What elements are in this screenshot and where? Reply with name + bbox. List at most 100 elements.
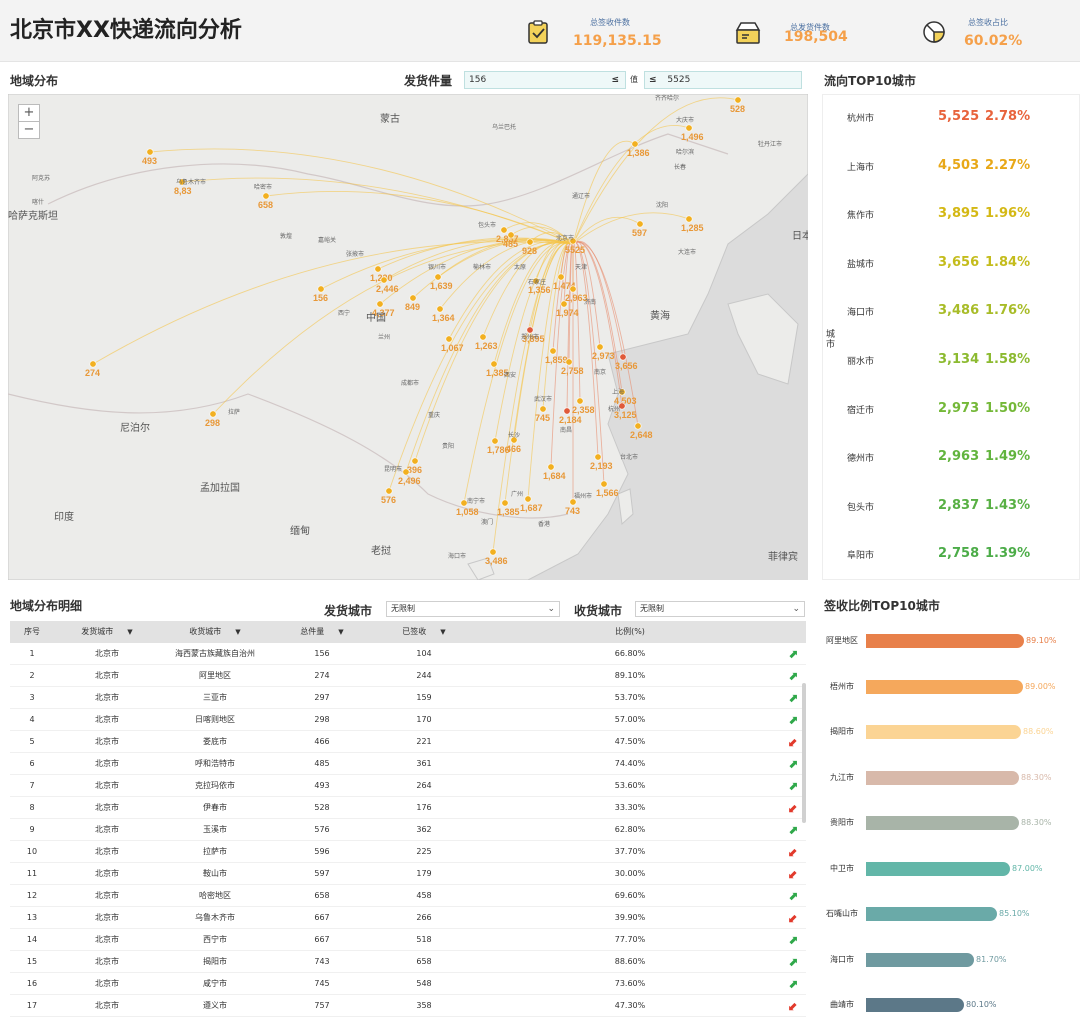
- col-total[interactable]: 总件量 ▼: [270, 621, 374, 643]
- city-label: 澳门: [481, 518, 493, 526]
- top10-row[interactable]: 杭州市 5,525 2.78%: [823, 95, 1080, 143]
- col-to-label: 收货城市: [189, 627, 222, 636]
- col-no[interactable]: 序号: [24, 627, 40, 636]
- table-row[interactable]: 1 北京市 海西蒙古族藏族自治州 156 104 66.80% ⬈: [10, 643, 806, 665]
- city-label: 南昌: [560, 426, 572, 434]
- ratio-row[interactable]: 九江市 88.30%: [822, 767, 1080, 789]
- city-label: 福州市: [574, 492, 592, 500]
- top10-row[interactable]: 上海市 4,503 2.27%: [823, 144, 1080, 192]
- cell-no: 13: [26, 913, 38, 922]
- send-city-select[interactable]: 无限制 ⌄: [386, 601, 560, 617]
- ratio-row[interactable]: 曲靖市 80.10%: [822, 994, 1080, 1016]
- top10-row[interactable]: 阜阳市 2,758 1.39%: [823, 532, 1080, 580]
- table-scrollbar[interactable]: [802, 683, 806, 823]
- top10-row[interactable]: 宿迁市 2,973 1.50%: [823, 387, 1080, 435]
- ratio-row[interactable]: 阿里地区 89.10%: [822, 630, 1080, 652]
- table-row[interactable]: 9 北京市 玉溪市 576 362 62.80% ⬈: [10, 819, 806, 841]
- table-row[interactable]: 7 北京市 克拉玛依市 493 264 53.60% ⬈: [10, 775, 806, 797]
- top10-row[interactable]: 盐城市 3,656 1.84%: [823, 241, 1080, 289]
- operator-max[interactable]: ≤: [649, 75, 657, 85]
- cell-signed: 179: [416, 869, 432, 878]
- top10-city: 德州市: [847, 454, 875, 465]
- flow-point-value: 2,648: [630, 430, 653, 440]
- table-row[interactable]: 16 北京市 咸宁市 745 548 73.60% ⬈: [10, 973, 806, 995]
- flow-point: [539, 405, 547, 413]
- top10-city: 盐城市: [847, 259, 875, 270]
- flow-line: [388, 242, 574, 492]
- ratio-row[interactable]: 中卫市 87.00%: [822, 858, 1080, 880]
- flow-point: [685, 215, 693, 223]
- cell-pct: 39.90%: [614, 913, 646, 922]
- col-signed[interactable]: 已签收 ▼: [374, 621, 474, 643]
- ratio-row[interactable]: 贵阳市 88.30%: [822, 812, 1080, 834]
- ratio-row[interactable]: 石嘴山市 85.10%: [822, 903, 1080, 925]
- sort-down-icon[interactable]: ▼: [127, 628, 133, 636]
- cell-signed: 159: [416, 693, 432, 702]
- table-row[interactable]: 5 北京市 娄底市 466 221 47.50% ⬋: [10, 731, 806, 753]
- flow-line: [572, 241, 639, 427]
- cell-no: 1: [29, 649, 35, 658]
- ratio-row[interactable]: 海口市 81.70%: [822, 949, 1080, 971]
- cell-from: 北京市: [95, 671, 119, 680]
- cell-no: 8: [29, 803, 35, 812]
- table-row[interactable]: 10 北京市 拉萨市 596 225 37.70% ⬋: [10, 841, 806, 863]
- sort-down-icon[interactable]: ▼: [440, 628, 446, 636]
- sort-down-icon[interactable]: ▼: [235, 628, 241, 636]
- cell-total: 757: [314, 1001, 330, 1010]
- city-label: 乌兰巴托: [492, 123, 516, 131]
- cell-pct: 53.60%: [614, 781, 646, 790]
- ratio-label: 85.10%: [999, 909, 1030, 918]
- min-value-input[interactable]: 156 ≤: [464, 71, 626, 89]
- max-value-input[interactable]: ≤ 5525: [644, 71, 802, 89]
- ratio-city: 石嘴山市: [826, 909, 858, 918]
- top10-row[interactable]: 德州市 2,963 1.49%: [823, 435, 1080, 483]
- col-pct[interactable]: 比例(%): [615, 627, 645, 636]
- cell-total: 597: [314, 869, 330, 878]
- zoom-in-button[interactable]: +: [18, 104, 40, 122]
- trend-up-icon: ⬈: [787, 889, 799, 903]
- flow-line: [492, 242, 574, 553]
- taiwan-island: [617, 488, 634, 526]
- col-to[interactable]: 收货城市 ▼: [160, 621, 270, 643]
- operator-min[interactable]: ≤: [611, 75, 619, 85]
- table-row[interactable]: 12 北京市 哈密地区 658 458 69.60% ⬈: [10, 885, 806, 907]
- table-row[interactable]: 8 北京市 伊春市 528 176 33.30% ⬋: [10, 797, 806, 819]
- table-row[interactable]: 13 北京市 乌鲁木齐市 667 266 39.90% ⬋: [10, 907, 806, 929]
- table-row[interactable]: 4 北京市 日喀则地区 298 170 57.00% ⬈: [10, 709, 806, 731]
- table-row[interactable]: 15 北京市 揭阳市 743 658 88.60% ⬈: [10, 951, 806, 973]
- send-city-value: 无限制: [391, 604, 415, 613]
- zoom-out-button[interactable]: −: [18, 121, 40, 139]
- ratio-row[interactable]: 揭阳市 88.60%: [822, 721, 1080, 743]
- table-row[interactable]: 17 北京市 遵义市 757 358 47.30% ⬋: [10, 995, 806, 1017]
- top10-row[interactable]: 海口市 3,486 1.76%: [823, 289, 1080, 337]
- top10-row[interactable]: 包头市 2,837 1.43%: [823, 484, 1080, 532]
- table-row[interactable]: 11 北京市 鞍山市 597 179 30.00% ⬋: [10, 863, 806, 885]
- top10-row[interactable]: 丽水市 3,134 1.58%: [823, 338, 1080, 386]
- recv-city-select[interactable]: 无限制 ⌄: [635, 601, 805, 617]
- city-label: 昆明市: [384, 465, 402, 473]
- trend-down-icon: ⬋: [787, 999, 799, 1013]
- region-label: 孟加拉国: [200, 481, 240, 494]
- table-row[interactable]: 14 北京市 西宁市 667 518 77.70% ⬈: [10, 929, 806, 951]
- flow-point-value: 3,895: [522, 334, 545, 344]
- table-row[interactable]: 6 北京市 呼和浩特市 485 361 74.40% ⬈: [10, 753, 806, 775]
- cell-pct: 33.30%: [614, 803, 646, 812]
- city-label: 榆林市: [473, 263, 491, 271]
- ratio-row[interactable]: 梧州市 89.00%: [822, 676, 1080, 698]
- cell-pct: 73.60%: [614, 979, 646, 988]
- city-label: 长沙: [508, 431, 520, 439]
- ratio-label: 87.00%: [1012, 863, 1043, 873]
- col-from[interactable]: 发货城市 ▼: [54, 621, 160, 643]
- flow-point: [500, 226, 508, 234]
- cell-no: 17: [26, 1001, 38, 1010]
- flow-map[interactable]: 493 8,83 658 2,837 485 928 5525 597 1,285 1,386 1,…: [8, 94, 808, 580]
- region-label: 蒙古: [380, 112, 400, 125]
- table-row[interactable]: 3 北京市 三亚市 297 159 53.70% ⬈: [10, 687, 806, 709]
- top10-row[interactable]: 焦作市 3,895 1.96%: [823, 192, 1080, 240]
- flow-point-value: 1,356: [528, 285, 551, 295]
- cell-pct: 89.10%: [614, 671, 646, 680]
- cell-total: 596: [314, 847, 330, 856]
- cell-no: 11: [26, 869, 38, 878]
- sort-down-icon[interactable]: ▼: [338, 628, 344, 636]
- table-row[interactable]: 2 北京市 阿里地区 274 244 89.10% ⬈: [10, 665, 806, 687]
